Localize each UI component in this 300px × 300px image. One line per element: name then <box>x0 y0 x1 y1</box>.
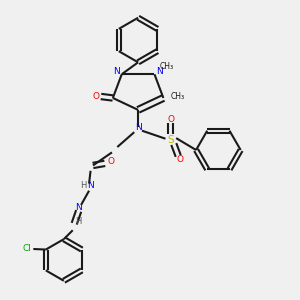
Text: N: N <box>113 67 120 76</box>
Text: Cl: Cl <box>22 244 31 253</box>
Text: O: O <box>93 92 100 101</box>
Text: S: S <box>167 135 174 145</box>
Text: O: O <box>108 158 115 166</box>
Text: H: H <box>80 181 86 190</box>
Text: CH₃: CH₃ <box>160 62 174 71</box>
Text: N: N <box>87 181 94 190</box>
Text: O: O <box>168 115 175 124</box>
Text: H: H <box>75 218 81 226</box>
Text: N: N <box>156 67 163 76</box>
Text: N: N <box>75 203 82 212</box>
Text: N: N <box>135 123 142 132</box>
Text: O: O <box>176 155 183 164</box>
Text: CH₃: CH₃ <box>171 92 185 101</box>
